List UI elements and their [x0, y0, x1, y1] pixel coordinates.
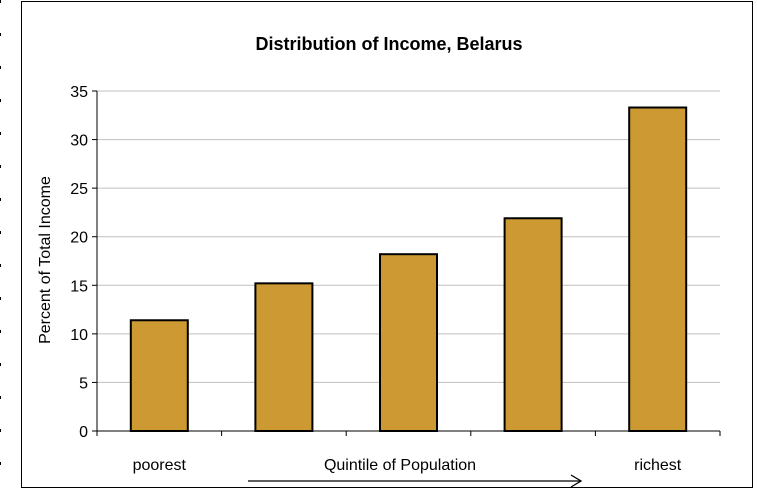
- y-tick-labels: 0 5 10 15 20 25 30 35: [70, 84, 88, 441]
- chart-title: Distribution of Income, Belarus: [255, 34, 522, 54]
- bars: [129, 106, 688, 433]
- x-category-label: richest: [634, 457, 682, 474]
- y-tick-label: 10: [70, 327, 88, 344]
- x-axis-title: Quintile of Population: [324, 457, 476, 474]
- arrow-head: [570, 474, 583, 488]
- bar: [379, 253, 438, 432]
- axes: [92, 90, 721, 436]
- bar: [254, 282, 314, 433]
- bar: [503, 217, 563, 432]
- x-category-label: poorest: [133, 457, 187, 474]
- bar: [129, 319, 189, 432]
- y-tick-label: 30: [70, 133, 88, 150]
- y-tick-label: 25: [70, 181, 88, 198]
- y-tick-label: 35: [70, 84, 88, 101]
- y-tick-label: 15: [70, 278, 88, 295]
- bar: [628, 106, 688, 432]
- y-tick-label: 0: [79, 424, 88, 441]
- y-tick-label: 20: [70, 230, 88, 247]
- gridlines: [97, 90, 720, 383]
- y-axis-title: Percent of Total Income: [37, 176, 54, 344]
- x-axis-arrow: [248, 474, 583, 488]
- x-category-labels: poorest richest: [133, 457, 682, 474]
- y-tick-label: 5: [79, 375, 88, 392]
